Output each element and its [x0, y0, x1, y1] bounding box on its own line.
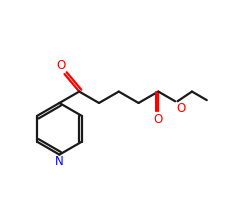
Text: N: N — [55, 155, 64, 168]
Text: O: O — [176, 102, 185, 115]
Text: O: O — [154, 113, 163, 126]
Text: O: O — [56, 59, 66, 72]
